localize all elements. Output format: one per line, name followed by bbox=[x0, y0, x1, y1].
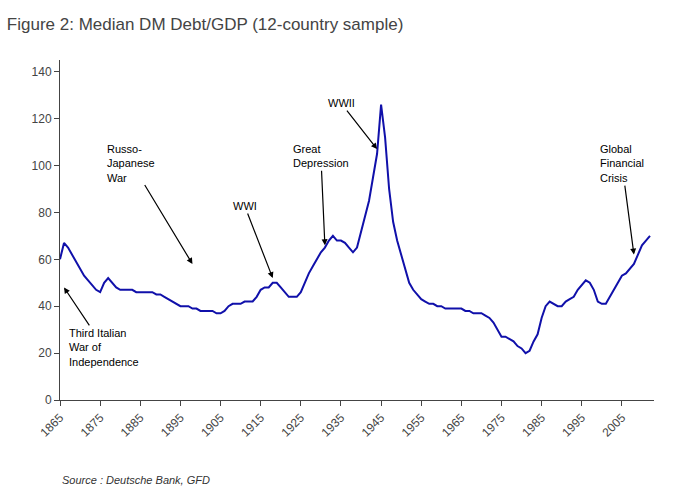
svg-text:1875: 1875 bbox=[78, 411, 107, 440]
svg-text:60: 60 bbox=[38, 253, 52, 267]
svg-text:WWI: WWI bbox=[233, 200, 257, 212]
svg-text:GreatDepression: GreatDepression bbox=[293, 143, 349, 169]
svg-text:140: 140 bbox=[32, 65, 52, 79]
svg-text:1955: 1955 bbox=[399, 411, 428, 440]
svg-text:1925: 1925 bbox=[278, 411, 307, 440]
svg-text:120: 120 bbox=[32, 112, 52, 126]
svg-text:1935: 1935 bbox=[319, 411, 348, 440]
svg-text:1865: 1865 bbox=[38, 411, 67, 440]
svg-text:40: 40 bbox=[38, 299, 52, 313]
svg-text:1895: 1895 bbox=[158, 411, 187, 440]
svg-text:1885: 1885 bbox=[118, 411, 147, 440]
svg-text:80: 80 bbox=[38, 206, 52, 220]
svg-text:Russo-JapaneseWar: Russo-JapaneseWar bbox=[107, 143, 155, 184]
svg-text:1995: 1995 bbox=[559, 411, 588, 440]
svg-text:1975: 1975 bbox=[479, 411, 508, 440]
svg-text:1905: 1905 bbox=[198, 411, 227, 440]
svg-text:Figure 2: Median DM Debt/GDP (: Figure 2: Median DM Debt/GDP (12-country… bbox=[7, 15, 404, 34]
svg-text:GlobalFinancialCrisis: GlobalFinancialCrisis bbox=[600, 143, 644, 184]
svg-text:1985: 1985 bbox=[519, 411, 548, 440]
svg-text:WWII: WWII bbox=[328, 97, 355, 109]
svg-text:1965: 1965 bbox=[439, 411, 468, 440]
svg-text:0: 0 bbox=[45, 393, 52, 407]
svg-text:1915: 1915 bbox=[238, 411, 267, 440]
svg-text:Source : Deutsche Bank, GFD: Source : Deutsche Bank, GFD bbox=[62, 474, 210, 486]
svg-text:Third ItalianWar ofIndependenc: Third ItalianWar ofIndependence bbox=[69, 327, 139, 368]
svg-text:1945: 1945 bbox=[359, 411, 388, 440]
svg-text:100: 100 bbox=[32, 159, 52, 173]
svg-text:20: 20 bbox=[38, 346, 52, 360]
svg-text:2005: 2005 bbox=[599, 411, 628, 440]
